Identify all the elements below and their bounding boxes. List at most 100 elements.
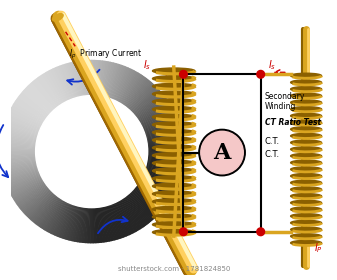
Polygon shape bbox=[147, 141, 183, 147]
Polygon shape bbox=[104, 62, 114, 97]
Polygon shape bbox=[35, 196, 58, 225]
Polygon shape bbox=[20, 93, 49, 117]
Polygon shape bbox=[116, 69, 133, 102]
Polygon shape bbox=[3, 165, 38, 176]
Polygon shape bbox=[39, 197, 61, 228]
Polygon shape bbox=[92, 60, 95, 95]
Polygon shape bbox=[7, 114, 40, 130]
Polygon shape bbox=[83, 60, 88, 96]
Polygon shape bbox=[148, 146, 183, 150]
Polygon shape bbox=[36, 196, 59, 226]
Polygon shape bbox=[41, 74, 62, 105]
Polygon shape bbox=[37, 76, 60, 107]
Polygon shape bbox=[118, 200, 137, 233]
Polygon shape bbox=[148, 153, 183, 157]
Polygon shape bbox=[32, 80, 56, 109]
Polygon shape bbox=[0, 153, 36, 156]
Polygon shape bbox=[81, 207, 86, 243]
Polygon shape bbox=[147, 133, 182, 142]
Ellipse shape bbox=[53, 14, 63, 21]
Polygon shape bbox=[118, 71, 137, 103]
Polygon shape bbox=[63, 64, 75, 99]
Polygon shape bbox=[60, 65, 73, 99]
Polygon shape bbox=[60, 204, 74, 239]
Polygon shape bbox=[9, 110, 42, 127]
Polygon shape bbox=[146, 163, 182, 172]
Circle shape bbox=[257, 228, 265, 236]
Polygon shape bbox=[144, 120, 178, 133]
Circle shape bbox=[180, 228, 187, 236]
Polygon shape bbox=[0, 144, 36, 148]
Polygon shape bbox=[137, 97, 167, 120]
Polygon shape bbox=[0, 147, 36, 150]
Polygon shape bbox=[78, 60, 85, 96]
Ellipse shape bbox=[290, 227, 321, 232]
Polygon shape bbox=[58, 65, 72, 99]
Ellipse shape bbox=[290, 120, 321, 125]
Polygon shape bbox=[88, 60, 91, 95]
Text: C.T.: C.T. bbox=[265, 137, 280, 146]
Polygon shape bbox=[143, 115, 177, 130]
Polygon shape bbox=[68, 206, 79, 241]
Polygon shape bbox=[38, 76, 60, 106]
Polygon shape bbox=[113, 67, 129, 101]
Polygon shape bbox=[1, 134, 37, 142]
Polygon shape bbox=[3, 125, 38, 137]
Polygon shape bbox=[1, 161, 37, 170]
Polygon shape bbox=[148, 154, 183, 158]
Polygon shape bbox=[17, 184, 47, 206]
Polygon shape bbox=[26, 190, 52, 217]
Ellipse shape bbox=[290, 113, 321, 118]
Polygon shape bbox=[33, 195, 57, 223]
Circle shape bbox=[199, 129, 245, 176]
Polygon shape bbox=[138, 100, 168, 121]
Polygon shape bbox=[139, 102, 170, 123]
Polygon shape bbox=[133, 188, 161, 213]
Polygon shape bbox=[126, 195, 150, 224]
Polygon shape bbox=[84, 207, 88, 243]
Polygon shape bbox=[22, 90, 50, 115]
Polygon shape bbox=[128, 82, 153, 110]
Polygon shape bbox=[3, 126, 38, 137]
Polygon shape bbox=[137, 183, 167, 206]
Polygon shape bbox=[102, 61, 111, 97]
Text: Secondary
Winding: Secondary Winding bbox=[265, 92, 305, 111]
Polygon shape bbox=[62, 205, 75, 239]
Polygon shape bbox=[72, 62, 81, 97]
Polygon shape bbox=[2, 164, 37, 174]
Polygon shape bbox=[147, 162, 182, 171]
Polygon shape bbox=[6, 172, 40, 187]
Polygon shape bbox=[129, 83, 154, 111]
Polygon shape bbox=[69, 206, 80, 241]
Polygon shape bbox=[145, 169, 179, 181]
Polygon shape bbox=[100, 207, 109, 242]
Polygon shape bbox=[7, 113, 41, 129]
Polygon shape bbox=[124, 197, 146, 227]
Text: $I_p$  Primary Current: $I_p$ Primary Current bbox=[69, 48, 143, 60]
Polygon shape bbox=[119, 200, 138, 232]
Polygon shape bbox=[134, 92, 163, 116]
Polygon shape bbox=[147, 136, 183, 144]
Polygon shape bbox=[29, 193, 55, 220]
Ellipse shape bbox=[153, 137, 195, 143]
Polygon shape bbox=[64, 63, 76, 98]
Polygon shape bbox=[51, 68, 68, 101]
Polygon shape bbox=[120, 199, 140, 231]
Polygon shape bbox=[133, 91, 162, 116]
Polygon shape bbox=[144, 169, 179, 183]
Polygon shape bbox=[146, 130, 181, 140]
Polygon shape bbox=[134, 186, 163, 211]
Polygon shape bbox=[135, 94, 165, 118]
Polygon shape bbox=[72, 206, 82, 242]
Polygon shape bbox=[121, 198, 142, 229]
Polygon shape bbox=[13, 180, 44, 201]
Polygon shape bbox=[0, 151, 36, 154]
Ellipse shape bbox=[290, 207, 321, 212]
Polygon shape bbox=[140, 105, 172, 124]
Polygon shape bbox=[27, 191, 53, 218]
Polygon shape bbox=[139, 101, 170, 122]
Polygon shape bbox=[7, 174, 41, 190]
Ellipse shape bbox=[153, 176, 195, 181]
Polygon shape bbox=[87, 207, 90, 243]
Circle shape bbox=[257, 71, 265, 78]
